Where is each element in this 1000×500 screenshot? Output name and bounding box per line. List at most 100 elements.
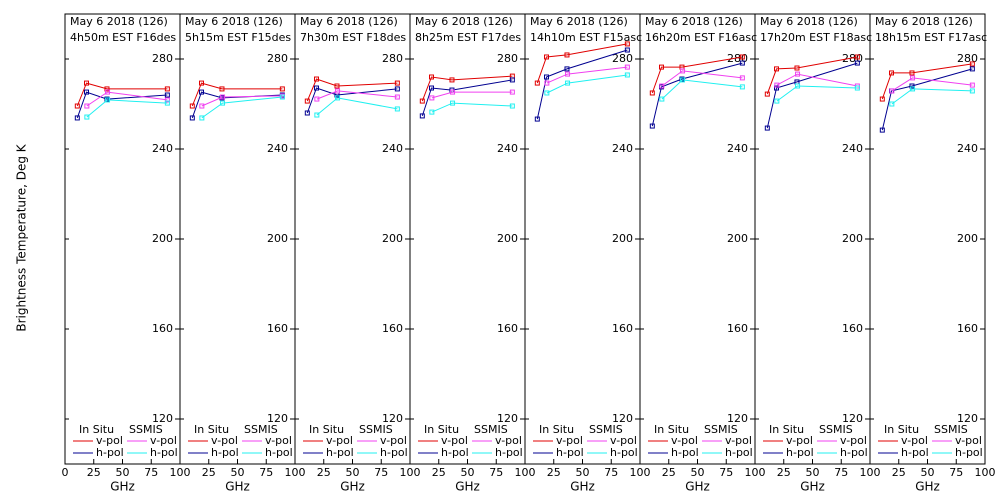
legend-label: h-pol	[955, 446, 983, 459]
x-tick-label: 100	[400, 466, 421, 479]
legend-group-title: In Situ	[194, 423, 229, 436]
y-tick-label: 120	[152, 412, 173, 425]
data-point	[795, 83, 801, 89]
data-line	[881, 63, 973, 100]
x-axis-label: GHz	[110, 480, 135, 494]
legend-label: h-pol	[725, 446, 753, 459]
y-tick-label: 240	[152, 142, 173, 155]
data-point	[164, 86, 170, 92]
x-tick-label: 100	[745, 466, 766, 479]
x-tick-label: 25	[317, 466, 331, 479]
y-tick-label: 240	[497, 142, 518, 155]
panel-subtitle: 18h15m EST F17asc	[875, 31, 987, 44]
x-tick-label: 75	[259, 466, 273, 479]
data-point	[394, 106, 400, 112]
y-tick-label: 200	[382, 232, 403, 245]
x-axis-label: GHz	[225, 480, 250, 494]
data-point	[164, 100, 170, 106]
panel-title: May 6 2018 (126)	[300, 15, 398, 28]
x-tick-label: 50	[806, 466, 820, 479]
data-point	[544, 90, 550, 96]
data-point	[450, 89, 456, 95]
data-point	[969, 88, 975, 94]
data-point	[564, 66, 570, 72]
y-tick-label: 200	[497, 232, 518, 245]
data-line	[651, 56, 743, 94]
x-axis-label: GHz	[570, 480, 595, 494]
legend-group-title: In Situ	[884, 423, 919, 436]
data-point	[104, 86, 110, 92]
panel-title: May 6 2018 (126)	[760, 15, 858, 28]
x-tick-label: 50	[576, 466, 590, 479]
data-point	[739, 60, 745, 66]
data-point	[429, 109, 435, 115]
y-tick-label: 120	[957, 412, 978, 425]
data-line	[421, 75, 513, 102]
legend-label: h-pol	[556, 446, 584, 459]
legend-group-title: SSMIS	[934, 423, 968, 436]
legend-label: h-pol	[96, 446, 124, 459]
data-line	[431, 102, 513, 113]
panel-title: May 6 2018 (126)	[530, 15, 628, 28]
legend-label: h-pol	[901, 446, 929, 459]
panel-title: May 6 2018 (126)	[645, 15, 743, 28]
data-point	[509, 89, 515, 95]
data-point	[544, 54, 550, 60]
panel-subtitle: 7h30m EST F18des	[300, 31, 406, 44]
legend-group-title: In Situ	[769, 423, 804, 436]
legend-group-title: In Situ	[309, 423, 344, 436]
data-point	[774, 66, 780, 72]
data-line	[546, 66, 628, 84]
y-tick-label: 160	[957, 322, 978, 335]
legend-label: v-pol	[725, 434, 752, 447]
legend-group-title: SSMIS	[129, 423, 163, 436]
data-point	[394, 80, 400, 86]
data-point	[450, 100, 456, 106]
y-tick-label: 120	[842, 412, 863, 425]
data-point	[394, 86, 400, 92]
data-point	[739, 75, 745, 81]
legend-group-title: In Situ	[539, 423, 574, 436]
legend-label: h-pol	[610, 446, 638, 459]
x-tick-label: 25	[432, 466, 446, 479]
data-point	[739, 54, 745, 60]
y-tick-label: 160	[152, 322, 173, 335]
y-tick-label: 280	[612, 52, 633, 65]
data-point	[304, 98, 310, 104]
y-tick-label: 120	[612, 412, 633, 425]
x-tick-label: 50	[691, 466, 705, 479]
y-tick-label: 200	[152, 232, 173, 245]
data-point	[220, 94, 226, 100]
panel-title: May 6 2018 (126)	[415, 15, 513, 28]
legend-label: v-pol	[211, 434, 238, 447]
data-line	[536, 49, 628, 120]
x-tick-label: 75	[374, 466, 388, 479]
data-line	[201, 95, 283, 107]
data-point	[889, 70, 895, 76]
panel-title: May 6 2018 (126)	[875, 15, 973, 28]
legend-label: h-pol	[380, 446, 408, 459]
y-tick-label: 200	[267, 232, 288, 245]
legend-group-title: SSMIS	[474, 423, 508, 436]
y-tick-label: 120	[382, 412, 403, 425]
legend-group-title: In Situ	[79, 423, 114, 436]
data-line	[766, 62, 858, 129]
legend-label: v-pol	[840, 434, 867, 447]
legend-label: v-pol	[326, 434, 353, 447]
y-tick-label: 160	[497, 322, 518, 335]
data-point	[314, 96, 320, 102]
data-point	[659, 64, 665, 70]
data-point	[565, 80, 571, 86]
data-point	[739, 84, 745, 90]
data-line	[191, 82, 283, 107]
x-axis-label: GHz	[455, 480, 480, 494]
y-tick-label: 200	[612, 232, 633, 245]
legend-label: h-pol	[671, 446, 699, 459]
y-tick-label: 160	[727, 322, 748, 335]
panel-subtitle: 17h20m EST F18asc	[760, 31, 872, 44]
x-tick-label: 50	[921, 466, 935, 479]
x-tick-label: 25	[777, 466, 791, 479]
data-point	[910, 86, 916, 92]
y-tick-label: 240	[842, 142, 863, 155]
